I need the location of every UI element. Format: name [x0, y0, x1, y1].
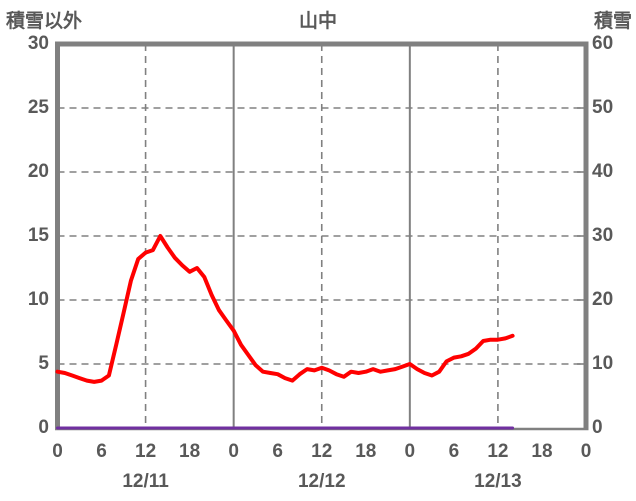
chart-title: 山中 [298, 11, 337, 32]
x-axis-hour-label: 12 [311, 441, 333, 462]
x-axis-date-label: 12/11 [122, 471, 169, 492]
left-axis-tick-label: 15 [27, 225, 49, 246]
right-axis-tick-label: 0 [592, 417, 603, 438]
x-axis-hour-label: 6 [96, 441, 107, 462]
right-axis-tick-label: 10 [592, 353, 614, 374]
x-axis-hour-label: 0 [580, 441, 592, 462]
x-axis-hour-label: 6 [272, 441, 283, 462]
left-axis-tick-label: 20 [27, 161, 49, 182]
left-axis-tick-label: 5 [38, 353, 49, 374]
x-axis-hour-label: 12 [487, 441, 509, 462]
right-axis-tick-label: 50 [592, 97, 614, 118]
left-axis-tick-label: 10 [27, 289, 49, 310]
x-axis-hour-label: 0 [404, 441, 416, 462]
x-axis-date-label: 12/13 [474, 471, 522, 492]
left-axis-tick-label: 25 [27, 97, 49, 118]
x-axis-hour-label: 0 [52, 441, 63, 462]
x-axis-hour-label: 18 [355, 441, 377, 462]
left-axis-tick-label: 30 [27, 33, 49, 54]
x-axis-date-label: 12/12 [297, 471, 346, 492]
right-axis-tick-label: 40 [592, 161, 614, 182]
x-axis-hour-label: 18 [179, 441, 201, 462]
right-axis-tick-label: 30 [592, 225, 614, 246]
x-axis-hour-label: 6 [448, 441, 460, 462]
other-than-snow-line [55, 234, 515, 384]
x-axis-hour-label: 0 [228, 441, 239, 462]
right-axis-tick-label: 60 [592, 33, 614, 54]
x-axis-hour-label: 12 [135, 441, 157, 462]
left-axis-tick-label: 0 [38, 417, 49, 438]
right-axis-title: 積雪 [593, 11, 632, 32]
x-axis-hour-label: 18 [531, 441, 553, 462]
right-axis-tick-label: 20 [592, 289, 614, 310]
left-axis-title: 積雪以外 [6, 11, 83, 32]
